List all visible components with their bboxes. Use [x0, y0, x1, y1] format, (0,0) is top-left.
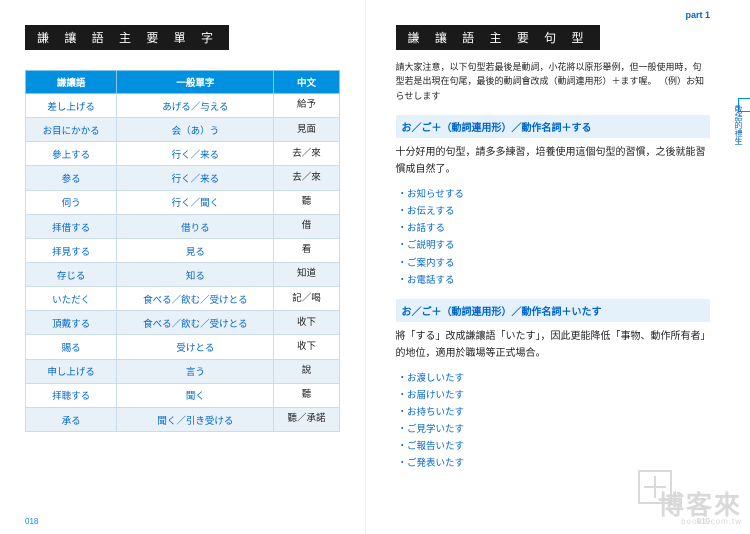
table-header: 中文 — [274, 71, 339, 94]
table-cell: 見面 — [274, 118, 339, 142]
table-cell: 記／喝 — [274, 287, 339, 311]
example-item: お届けいたす — [398, 387, 711, 404]
example-item: お話する — [398, 220, 711, 237]
table-row: お目にかかる 会（あ）う見面 — [26, 118, 340, 142]
table-cell: 知道 — [274, 262, 339, 286]
table-cell: 收下 — [274, 335, 339, 359]
table-cell: 言う — [117, 359, 274, 383]
example-item: ご報告いたす — [398, 438, 711, 455]
table-cell: 差し上げる — [26, 94, 117, 118]
table-cell: 受けとる — [117, 335, 274, 359]
table-cell: 承る — [26, 407, 117, 431]
example-item: お渡しいたす — [398, 370, 711, 387]
table-row: 拝聴する 聞く聽 — [26, 383, 340, 407]
table-cell: 申し上げる — [26, 359, 117, 383]
table-row: 賜る 受けとる收下 — [26, 335, 340, 359]
table-cell: 食べる／飲む／受けとる — [117, 311, 274, 335]
table-row: 頂戴する 食べる／飲む／受けとる收下 — [26, 311, 340, 335]
intro-text: 請大家注意，以下句型若最後是動詞，小花將以原形舉例，但一般使用時，句型若是出現在… — [396, 60, 711, 103]
table-cell: 聞く／引き受ける — [117, 407, 274, 431]
table-cell: 存じる — [26, 262, 117, 286]
table-row: いただく 食べる／飲む／受けとる記／喝 — [26, 287, 340, 311]
table-header: 謙讓語 — [26, 71, 117, 94]
table-cell: 行く／聞く — [117, 190, 274, 214]
side-tab: 敬語的禮生 — [733, 105, 744, 145]
table-cell: 伺う — [26, 190, 117, 214]
left-page: 謙 讓 語 主 要 單 字 謙讓語一般單字中文 差し上げる あげる／与える給予 … — [0, 0, 366, 534]
table-cell: 拝借する — [26, 214, 117, 238]
table-cell: 借りる — [117, 214, 274, 238]
table-row: 拝借する 借りる借 — [26, 214, 340, 238]
part-label: part 1 — [685, 10, 710, 20]
table-cell: 行く／来る — [117, 142, 274, 166]
table-cell: 聽／承諾 — [274, 407, 339, 431]
example-list: お渡しいたすお届けいたすお持ちいたすご見学いたすご報告いたすご発表いたす — [398, 370, 711, 473]
table-cell: 拝聴する — [26, 383, 117, 407]
example-item: お伝えする — [398, 203, 711, 220]
watermark-text: 博客來 — [658, 490, 742, 520]
table-cell: あげる／与える — [117, 94, 274, 118]
table-row: 伺う 行く／聞く聽 — [26, 190, 340, 214]
table-cell: 看 — [274, 238, 339, 262]
table-cell: 聽 — [274, 190, 339, 214]
table-row: 參上する 行く／来る去／來 — [26, 142, 340, 166]
table-row: 存じる 知る知道 — [26, 262, 340, 286]
table-cell: 参る — [26, 166, 117, 190]
table-cell: 食べる／飲む／受けとる — [117, 287, 274, 311]
table-cell: 見る — [117, 238, 274, 262]
table-row: 申し上げる 言う說 — [26, 359, 340, 383]
right-heading: 謙 讓 語 主 要 句 型 — [396, 25, 600, 50]
table-cell: 聽 — [274, 383, 339, 407]
table-row: 差し上げる あげる／与える給予 — [26, 94, 340, 118]
watermark: 博客來 books.com.tw — [658, 492, 742, 526]
table-cell: 給予 — [274, 94, 339, 118]
example-item: ご説明する — [398, 237, 711, 254]
table-cell: お目にかかる — [26, 118, 117, 142]
table-cell: 知る — [117, 262, 274, 286]
table-cell: 会（あ）う — [117, 118, 274, 142]
page-number-left: 018 — [25, 517, 38, 526]
right-page: part 1 謙 讓 語 主 要 句 型 請大家注意，以下句型若最後是動詞，小花… — [366, 0, 750, 534]
pattern-body: 十分好用的句型，請多多練習，培養使用這個句型的習慣，之後就能習慣成自然了。 — [396, 144, 711, 178]
pattern-heading: お／ご＋（動詞連用形）／動作名詞＋する — [396, 115, 711, 138]
table-cell: 參上する — [26, 142, 117, 166]
table-cell: 收下 — [274, 311, 339, 335]
table-cell: いただく — [26, 287, 117, 311]
table-cell: 行く／来る — [117, 166, 274, 190]
example-item: ご見学いたす — [398, 421, 711, 438]
table-cell: 頂戴する — [26, 311, 117, 335]
table-cell: 借 — [274, 214, 339, 238]
pattern-body: 將「する」改成謙讓語「いたす」，因此更能降低「事物、動作所有者」的地位，適用於職… — [396, 328, 711, 362]
table-row: 拝見する 見る看 — [26, 238, 340, 262]
vocab-table: 謙讓語一般單字中文 差し上げる あげる／与える給予 お目にかかる 会（あ）う見面… — [25, 70, 340, 432]
example-item: ご案内する — [398, 255, 711, 272]
table-cell: 去／來 — [274, 166, 339, 190]
table-cell: 賜る — [26, 335, 117, 359]
table-cell: 去／來 — [274, 142, 339, 166]
table-cell: 說 — [274, 359, 339, 383]
example-item: お電話する — [398, 272, 711, 289]
table-cell: 拝見する — [26, 238, 117, 262]
table-header: 一般單字 — [117, 71, 274, 94]
table-cell: 聞く — [117, 383, 274, 407]
table-row: 承る 聞く／引き受ける聽／承諾 — [26, 407, 340, 431]
table-row: 参る 行く／来る去／來 — [26, 166, 340, 190]
pattern-heading: お／ご＋（動詞連用形）／動作名詞＋いたす — [396, 299, 711, 322]
example-item: お持ちいたす — [398, 404, 711, 421]
left-heading: 謙 讓 語 主 要 單 字 — [25, 25, 229, 50]
example-item: お知らせする — [398, 186, 711, 203]
example-list: お知らせするお伝えするお話するご説明するご案内するお電話する — [398, 186, 711, 289]
